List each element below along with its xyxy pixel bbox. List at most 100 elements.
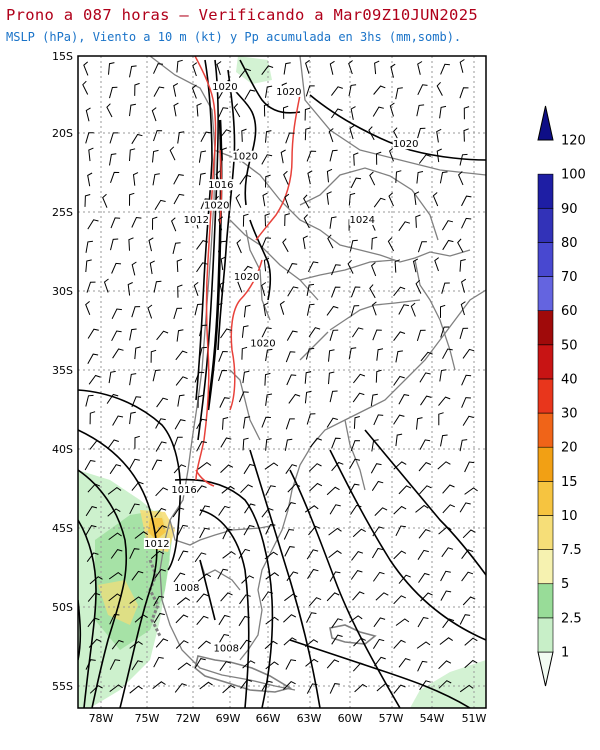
latitude-axis: 15S 20S 25S 30S 35S 40S 45S 50S 55S — [52, 50, 73, 693]
wind-barb — [440, 304, 446, 318]
wind-barb — [87, 483, 101, 493]
wind-barb — [439, 637, 453, 645]
wind-barb — [372, 638, 385, 649]
isobar-label: 1020 — [393, 139, 418, 150]
colorbar-label: 10 — [561, 509, 578, 524]
wind-barb — [261, 591, 274, 602]
lon-label: 54W — [420, 712, 445, 725]
wind-barb — [416, 417, 423, 430]
wind-barb — [219, 397, 230, 408]
isobar-label: 1020 — [233, 152, 258, 163]
wind-barb — [375, 592, 389, 601]
wind-barb — [153, 63, 164, 74]
wind-barb — [348, 192, 356, 206]
wind-barb — [218, 216, 224, 231]
wind-barb — [371, 301, 377, 316]
wind-barb — [457, 171, 464, 186]
isobar-label: 1008 — [174, 583, 199, 594]
wind-barb — [218, 350, 228, 362]
isobar-label: 1012 — [184, 215, 209, 226]
wind-barb — [328, 550, 342, 558]
isobar-label-bg — [173, 582, 200, 594]
wind-barb — [177, 662, 192, 671]
wind-barb — [352, 591, 365, 601]
wind-barb — [265, 661, 279, 670]
wind-barb — [327, 234, 334, 249]
wind-barb — [375, 151, 382, 165]
wind-barb — [459, 502, 471, 513]
wind-barb — [242, 660, 256, 669]
wind-barb — [369, 171, 376, 186]
lon-label: 60W — [338, 712, 363, 725]
wind-barb — [85, 506, 98, 517]
wind-barb — [85, 525, 97, 536]
wind-barb — [417, 616, 429, 628]
wind-barb — [199, 172, 206, 186]
wind-barb — [393, 331, 406, 341]
wind-barb — [242, 437, 249, 451]
wind-barb — [459, 59, 465, 73]
lon-label: 72W — [176, 712, 201, 725]
wind-barb — [459, 327, 469, 340]
wind-barb — [416, 104, 425, 117]
wind-barb — [329, 390, 338, 403]
wind-barb — [395, 433, 403, 447]
wind-barb — [152, 369, 161, 382]
isobar-1020-highlight — [194, 56, 301, 487]
wind-barb — [87, 617, 100, 628]
wind-barb — [398, 394, 410, 405]
wind-barb — [173, 572, 186, 583]
wind-barb — [439, 171, 448, 184]
wind-barb — [85, 132, 94, 144]
wind-barb — [287, 483, 301, 493]
wind-barb — [352, 662, 366, 672]
wind-barb — [419, 680, 431, 691]
wind-barb — [108, 62, 115, 75]
wind-barb — [463, 106, 470, 120]
isobar-label-bg — [249, 337, 276, 349]
wind-barb — [216, 61, 222, 76]
wind-barb — [265, 485, 276, 496]
wind-barb — [222, 551, 236, 559]
wind-barb — [153, 86, 165, 97]
wind-barb — [244, 503, 256, 514]
wind-barb — [265, 572, 279, 580]
wind-barb — [154, 525, 167, 535]
wind-barb — [109, 659, 121, 670]
wind-barb — [222, 528, 233, 540]
wind-barb — [261, 282, 267, 297]
wind-barb — [111, 308, 122, 320]
wind-barb — [350, 504, 362, 515]
wind-barb — [129, 148, 136, 162]
wind-barb — [193, 282, 199, 296]
isobar-labels: 1020 1020 1020 1020 1016 1020 1012 1024 1020 1020… — [143, 81, 419, 654]
wind-barb — [393, 127, 400, 142]
wind-barb — [393, 505, 407, 515]
lon-label: 75W — [135, 712, 160, 725]
isobar-label-bg — [207, 179, 234, 191]
wind-barb — [109, 684, 123, 692]
wind-barb — [432, 192, 439, 207]
wind-barb — [261, 507, 274, 518]
isobar-label: 1008 — [214, 643, 239, 654]
wind-barb — [243, 463, 255, 475]
wind-barb — [395, 618, 410, 626]
colorbar-label: 120 — [561, 134, 586, 149]
wind-barb — [328, 371, 335, 385]
wind-barb — [238, 548, 251, 559]
wind-barb — [283, 680, 296, 690]
wind-barb — [415, 504, 429, 513]
wind-barb — [128, 237, 134, 251]
wind-barb — [107, 439, 119, 450]
wind-barb — [176, 597, 191, 606]
wind-barb — [308, 525, 321, 536]
wind-barb — [286, 374, 297, 386]
lat-label: 20S — [52, 127, 73, 140]
wind-barb — [442, 239, 454, 251]
wind-barb — [417, 84, 428, 96]
wind-barb — [459, 87, 469, 99]
lat-label: 35S — [52, 364, 73, 377]
wind-barb — [419, 372, 431, 383]
wind-barb — [329, 60, 335, 75]
